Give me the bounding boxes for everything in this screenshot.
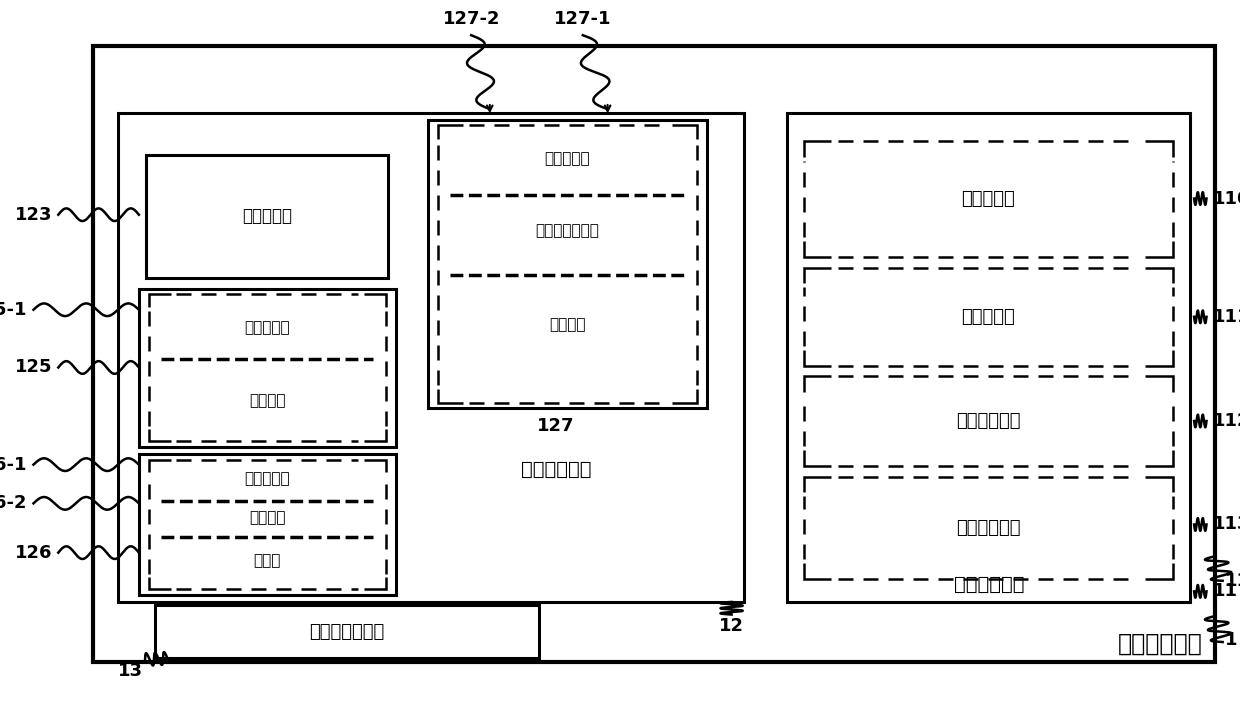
Text: 126-2: 126-2 [0, 494, 27, 513]
Bar [139, 454, 396, 595]
Text: 二维码生成模块: 二维码生成模块 [310, 623, 384, 641]
Text: 电动铝钉扎口机: 电动铝钉扎口机 [536, 223, 599, 238]
Text: 125-1: 125-1 [0, 301, 27, 319]
Text: 113: 113 [1213, 515, 1240, 534]
Text: 激光发生器: 激光发生器 [961, 190, 1016, 208]
Text: 食品加工装置: 食品加工装置 [1118, 632, 1203, 656]
Text: 食品识别模块: 食品识别模块 [956, 412, 1021, 430]
Bar [118, 113, 744, 602]
Text: 110: 110 [1213, 189, 1240, 208]
Bar [93, 46, 1215, 662]
Text: 第一摄像头: 第一摄像头 [961, 308, 1016, 326]
Text: 126-1: 126-1 [0, 455, 27, 474]
Text: 电加热块: 电加热块 [249, 510, 285, 525]
Text: 125: 125 [15, 358, 52, 377]
Text: 第三旋转轴: 第三旋转轴 [244, 472, 290, 486]
Text: 激光打印机构: 激光打印机构 [954, 575, 1024, 593]
Text: 食品包装机构: 食品包装机构 [521, 460, 591, 479]
Text: 12: 12 [719, 617, 744, 636]
Text: 127-1: 127-1 [554, 10, 611, 28]
Text: 127: 127 [537, 417, 575, 435]
Text: 电动伸缩杆: 电动伸缩杆 [544, 151, 590, 166]
Text: 食品识别模块: 食品识别模块 [956, 519, 1021, 536]
Text: 1: 1 [1225, 631, 1238, 649]
Text: 第一旋转轴: 第一旋转轴 [242, 208, 293, 225]
Text: 112: 112 [1213, 412, 1240, 430]
Bar [428, 120, 707, 408]
Text: 126: 126 [15, 543, 52, 562]
Bar [139, 289, 396, 447]
Text: 11: 11 [1225, 572, 1240, 590]
Text: 据孔单元: 据孔单元 [549, 318, 585, 332]
Text: 111: 111 [1213, 308, 1240, 326]
Text: 127-2: 127-2 [443, 10, 500, 28]
Text: 机械臂: 机械臂 [253, 553, 281, 568]
Bar [146, 155, 388, 278]
Bar [787, 113, 1190, 602]
Bar [155, 605, 539, 658]
Text: 弧形单元: 弧形单元 [249, 393, 285, 408]
Text: 123: 123 [15, 206, 52, 224]
Text: 11: 11 [1213, 582, 1238, 601]
Text: 13: 13 [118, 662, 143, 680]
Text: 第二旋转轴: 第二旋转轴 [244, 320, 290, 336]
